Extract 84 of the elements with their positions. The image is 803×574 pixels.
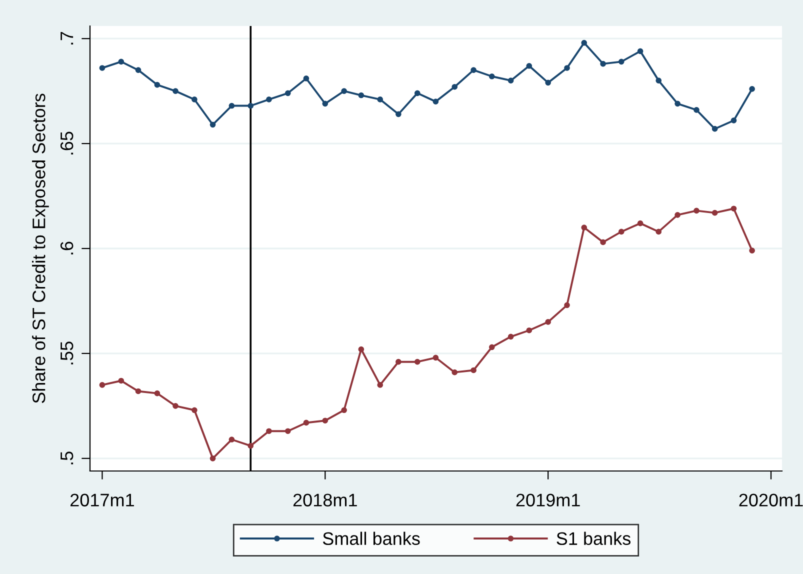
point xyxy=(600,60,606,67)
point xyxy=(637,48,644,54)
point xyxy=(618,228,624,235)
point xyxy=(564,65,570,71)
point xyxy=(248,442,254,449)
y-tick-label: .7 xyxy=(60,32,74,44)
point xyxy=(581,224,588,230)
y-tick-label: .6 xyxy=(60,242,74,254)
point xyxy=(432,98,439,104)
point xyxy=(674,100,680,107)
point xyxy=(135,67,142,73)
point xyxy=(414,90,420,96)
point xyxy=(730,206,737,212)
point xyxy=(618,58,624,65)
point xyxy=(358,346,364,352)
point xyxy=(377,382,384,388)
point xyxy=(526,327,532,334)
point xyxy=(749,248,755,254)
point xyxy=(694,208,700,214)
point xyxy=(210,455,216,462)
point xyxy=(303,76,310,82)
point xyxy=(488,344,495,350)
point xyxy=(210,122,216,128)
point xyxy=(470,367,476,374)
point xyxy=(99,382,106,388)
point xyxy=(749,86,755,92)
y-axis-title: Share of ST Credit to Exposed Sectors xyxy=(32,94,49,404)
legend-label: S1 banks xyxy=(556,532,630,546)
point xyxy=(452,369,458,376)
point xyxy=(470,67,476,73)
y-tick-label: .65 xyxy=(60,132,74,154)
x-tick-label: 2020m1 xyxy=(739,494,803,506)
point xyxy=(545,80,551,86)
point xyxy=(192,407,198,414)
point xyxy=(730,118,737,124)
point xyxy=(266,96,272,102)
point xyxy=(322,100,328,107)
point xyxy=(414,358,420,365)
x-tick-label: 2018m1 xyxy=(293,494,357,506)
point xyxy=(192,96,198,102)
point xyxy=(118,58,124,65)
point xyxy=(396,111,402,118)
x-tick-label: 2017m1 xyxy=(70,494,134,506)
point xyxy=(358,92,364,98)
point xyxy=(135,388,142,394)
point xyxy=(712,210,718,216)
point xyxy=(452,84,458,90)
point xyxy=(322,418,328,424)
y-tick-label: .5 xyxy=(60,452,74,464)
point xyxy=(228,102,235,109)
legend-label: Small banks xyxy=(322,532,420,546)
point xyxy=(694,107,700,113)
x-tick-label: 2019m1 xyxy=(516,494,580,506)
point xyxy=(99,65,106,71)
point xyxy=(526,62,532,69)
point xyxy=(284,428,291,434)
point xyxy=(488,73,495,80)
point xyxy=(172,88,178,94)
point xyxy=(377,96,384,102)
point xyxy=(581,40,588,46)
point xyxy=(284,90,291,96)
point xyxy=(637,220,644,226)
point xyxy=(545,319,551,325)
point xyxy=(303,420,310,426)
point xyxy=(341,407,347,414)
point xyxy=(341,88,347,94)
point xyxy=(712,126,718,132)
point xyxy=(432,354,439,361)
point xyxy=(508,78,514,84)
point xyxy=(508,334,514,340)
y-tick-label: .55 xyxy=(60,342,74,364)
point xyxy=(154,390,160,396)
point xyxy=(564,302,570,308)
point xyxy=(600,239,606,246)
point xyxy=(118,378,124,384)
point xyxy=(154,82,160,88)
point xyxy=(172,403,178,409)
point xyxy=(266,428,272,434)
point xyxy=(656,228,662,235)
point xyxy=(248,102,254,109)
point xyxy=(656,78,662,84)
point xyxy=(396,358,402,365)
point xyxy=(674,212,680,218)
point xyxy=(228,436,235,442)
